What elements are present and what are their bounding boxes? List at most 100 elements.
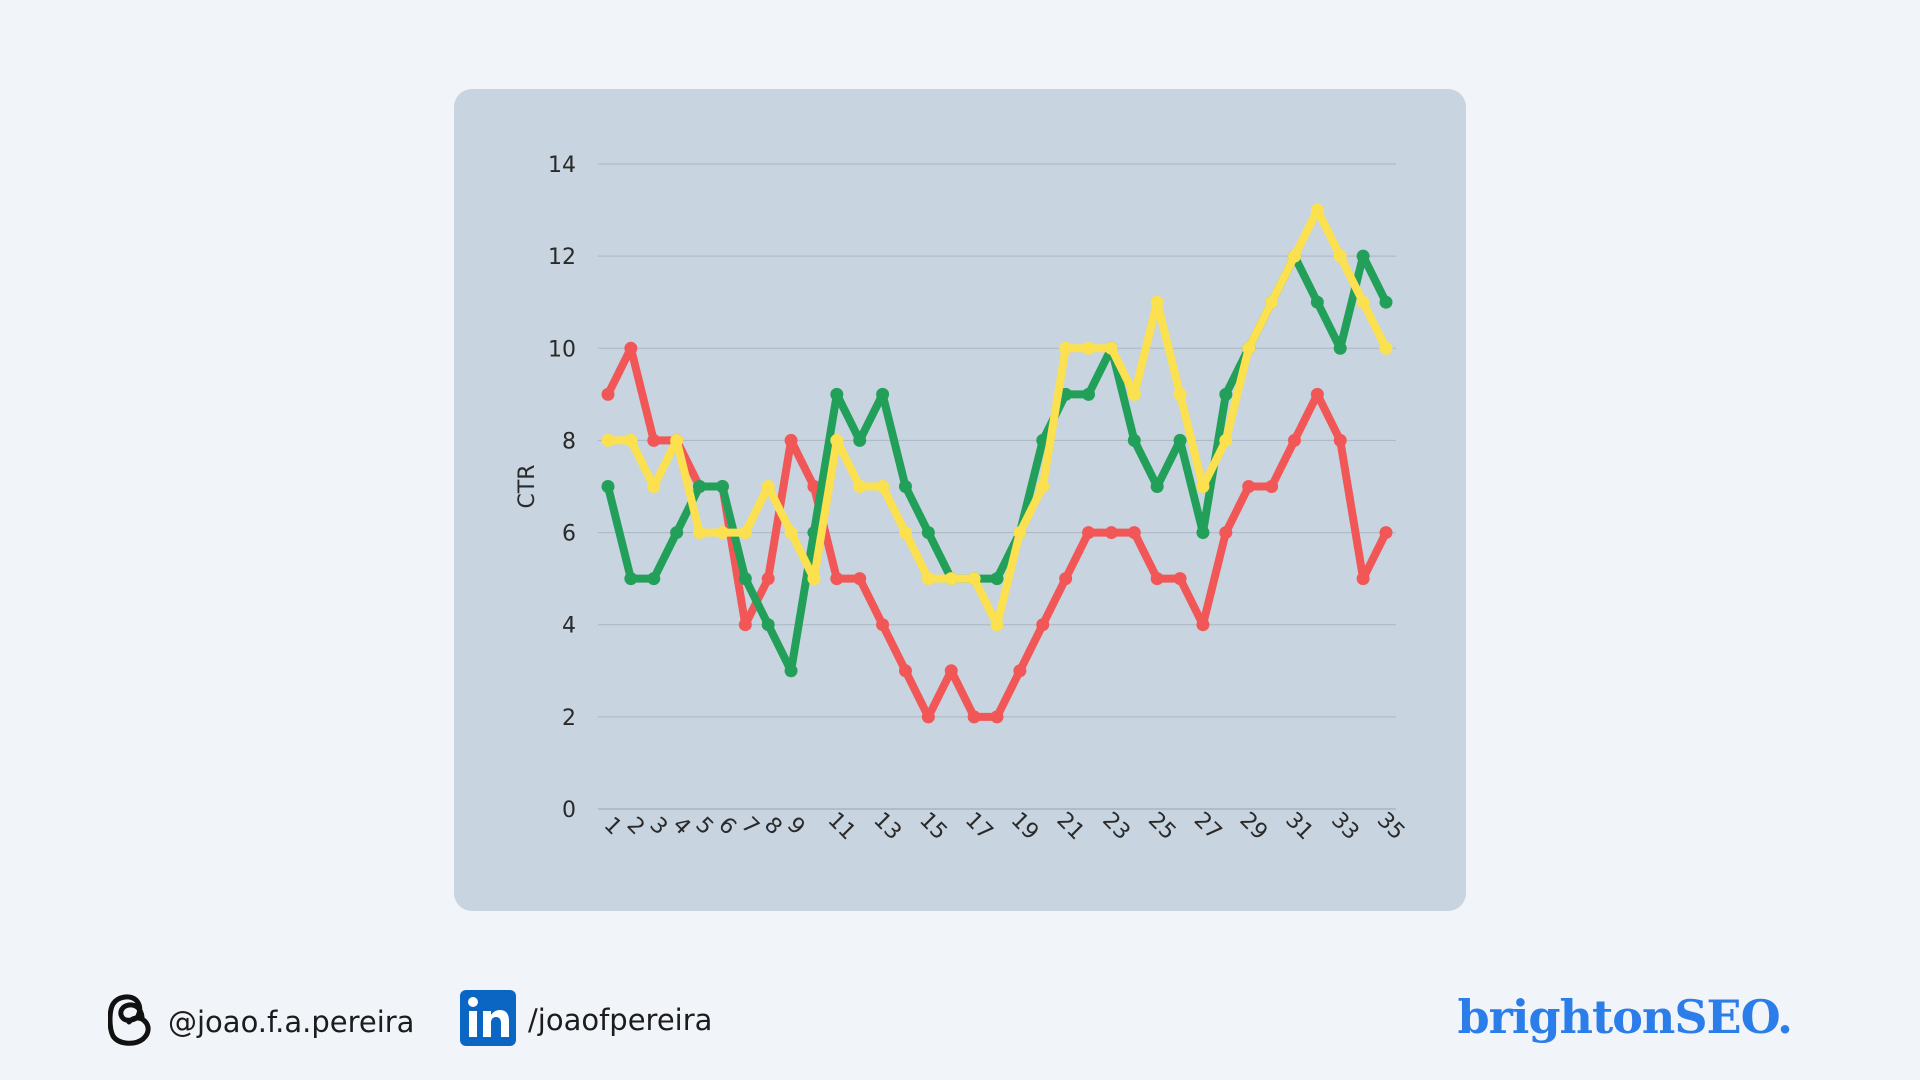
y-tick-label: 10	[548, 337, 576, 362]
data-point	[738, 572, 752, 586]
data-point	[1356, 295, 1370, 309]
x-tick-label: 2	[622, 813, 650, 841]
x-tick-label: 9	[782, 813, 810, 841]
data-point	[1013, 664, 1027, 678]
data-point	[876, 387, 890, 401]
data-point	[715, 526, 729, 540]
data-point	[1104, 526, 1118, 540]
x-tick-label: 19	[1006, 808, 1043, 845]
data-point	[1036, 480, 1050, 493]
data-point	[944, 664, 958, 678]
data-point	[921, 526, 935, 540]
data-point	[1059, 572, 1073, 586]
data-point	[990, 618, 1004, 632]
data-point	[1265, 480, 1279, 493]
data-point	[761, 572, 775, 586]
data-point	[967, 572, 981, 586]
x-tick-label: 35	[1372, 808, 1409, 845]
data-point	[601, 480, 615, 493]
y-tick-label: 14	[548, 153, 576, 178]
y-tick-label: 0	[562, 798, 576, 823]
data-point	[1127, 387, 1141, 401]
threads-handle[interactable]: @joao.f.a.pereira	[107, 992, 415, 1052]
data-point	[1150, 295, 1164, 309]
data-point	[1173, 433, 1187, 447]
data-point	[1379, 341, 1393, 355]
data-point	[1219, 387, 1233, 401]
y-tick-label: 8	[562, 429, 576, 454]
x-tick-label: 5	[690, 813, 718, 841]
data-point	[967, 710, 981, 724]
data-point	[876, 480, 890, 493]
y-axis-title: CTR	[515, 464, 540, 508]
data-point	[784, 526, 798, 540]
threads-icon	[107, 992, 156, 1052]
chart-panel	[454, 89, 1466, 911]
x-tick-label: 17	[960, 808, 997, 845]
y-tick-label: 12	[548, 245, 576, 270]
x-tick-label: 33	[1326, 808, 1363, 845]
y-tick-label: 4	[562, 614, 576, 639]
data-point	[624, 433, 638, 447]
x-tick-label: 15	[914, 808, 951, 845]
data-point	[1242, 480, 1256, 493]
x-tick-label: 11	[823, 808, 860, 845]
data-point	[1127, 433, 1141, 447]
x-tick-label: 31	[1280, 808, 1317, 845]
data-point	[1242, 341, 1256, 355]
linkedin-handle-text: /joaofpereira	[528, 1003, 713, 1037]
data-point	[738, 618, 752, 632]
data-point	[1082, 341, 1096, 355]
data-point	[647, 433, 661, 447]
data-point	[1196, 618, 1210, 632]
data-point	[1059, 341, 1073, 355]
data-point	[830, 433, 844, 447]
x-tick-label: 6	[713, 813, 741, 841]
data-point	[1310, 387, 1324, 401]
x-tick-label: 7	[736, 813, 764, 841]
data-point	[1082, 387, 1096, 401]
data-point	[1333, 341, 1347, 355]
data-point	[898, 480, 912, 493]
data-point	[1196, 480, 1210, 493]
linkedin-icon	[460, 990, 516, 1050]
data-point	[624, 572, 638, 586]
data-point	[601, 433, 615, 447]
data-point	[670, 526, 684, 540]
x-tick-label: 3	[645, 813, 673, 841]
data-point	[1219, 433, 1233, 447]
data-point	[784, 664, 798, 678]
data-point	[1013, 526, 1027, 540]
data-point	[1173, 572, 1187, 586]
data-point	[693, 480, 707, 493]
data-point	[1310, 203, 1324, 217]
y-tick-label: 2	[562, 706, 576, 731]
data-point	[807, 572, 821, 586]
x-tick-label: 27	[1189, 808, 1226, 845]
data-point	[761, 480, 775, 493]
data-point	[853, 480, 867, 493]
data-point	[1379, 295, 1393, 309]
data-point	[715, 480, 729, 493]
x-tick-label: 21	[1052, 808, 1089, 845]
data-point	[921, 572, 935, 586]
data-point	[784, 433, 798, 447]
data-point	[1127, 526, 1141, 540]
data-point	[761, 618, 775, 632]
data-point	[853, 433, 867, 447]
data-point	[830, 387, 844, 401]
x-tick-label: 4	[667, 813, 695, 841]
data-point	[1150, 480, 1164, 493]
linkedin-handle[interactable]: /joaofpereira	[460, 990, 712, 1050]
data-point	[1356, 572, 1370, 586]
data-point	[647, 572, 661, 586]
data-point	[990, 572, 1004, 586]
data-point	[693, 526, 707, 540]
data-point	[921, 710, 935, 724]
x-tick-label: 1	[599, 813, 627, 841]
threads-handle-text: @joao.f.a.pereira	[168, 1005, 415, 1039]
data-point	[1036, 618, 1050, 632]
data-point	[1287, 249, 1301, 263]
